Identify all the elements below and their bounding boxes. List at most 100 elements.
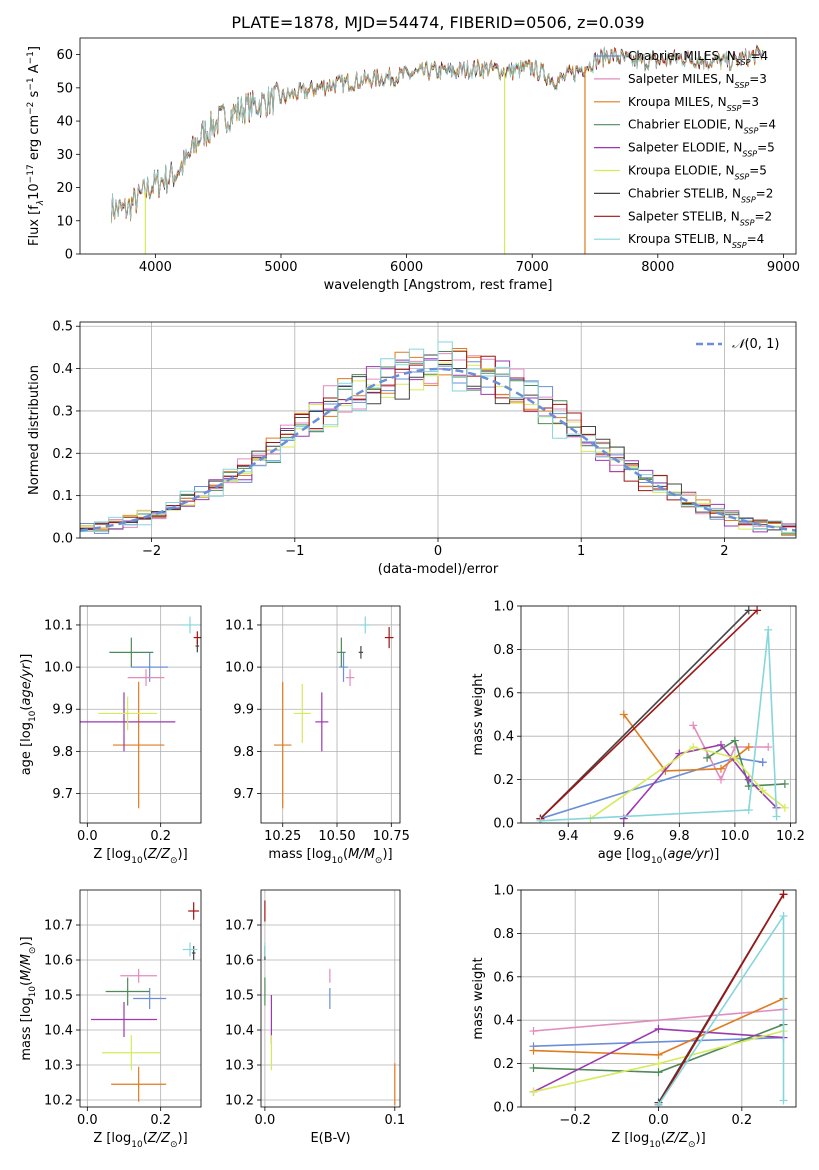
x-axis-label: Z [log10(Z/Z⊙)]	[93, 1131, 187, 1150]
x-axis-label: Z [log10(Z/Z⊙)]	[93, 847, 187, 866]
y-tick-label: 10.2	[225, 1094, 254, 1109]
weight-marker	[654, 1068, 663, 1077]
errorbar-point-chabrier-elodie	[337, 637, 346, 668]
y-tick-label: 9.8	[233, 745, 254, 760]
label-part: 10	[27, 183, 42, 200]
label-part: A	[27, 64, 42, 77]
weight-marker	[730, 753, 739, 762]
label-part: Z/Z	[665, 1131, 689, 1146]
errorbar-point-salpeter-stelib	[188, 902, 200, 920]
x-tick-label: 0.0	[255, 1113, 276, 1128]
weight-marker	[529, 1063, 538, 1072]
weight-marker	[619, 710, 628, 719]
label-part: age [log	[19, 722, 34, 775]
weight-marker	[779, 890, 788, 899]
label-part: (	[662, 847, 667, 862]
y-tick-label: 0.2	[493, 1057, 514, 1072]
y-tick-label: 10.4	[225, 1024, 254, 1039]
x-tick-label: 9.4	[558, 829, 579, 844]
label-part: ⊙	[170, 1140, 178, 1150]
label-part: (	[143, 847, 148, 862]
errorbar-point-kroupa-miles	[274, 681, 292, 809]
y-axis-label: mass weight	[471, 673, 486, 755]
legend-subscript: SSP	[740, 218, 755, 227]
x-tick-label: 10.0	[720, 829, 749, 844]
label-part: 10	[651, 856, 663, 866]
age-vs-Z-points	[80, 616, 201, 809]
label-part: )]	[696, 1131, 706, 1146]
gaussian-reference-curve	[80, 367, 796, 532]
legend-nssp: =4	[750, 49, 768, 63]
spectrum-line-salpeter-stelib	[111, 46, 764, 220]
label-part: Z/Z	[147, 847, 171, 862]
weight-line-salpeter-stelib	[657, 893, 785, 1106]
axes-frame	[79, 37, 797, 255]
axes-mass-weight-vs-Z: −0.2 0.0 0.2 0.0 0.2 0.4 0.6 0.8 1.0 Z [log10(Z/Z…	[471, 884, 797, 1150]
age-vs-mass-points	[274, 616, 394, 809]
legend-entry: Chabrier ELODIE, NSSP=4	[628, 118, 776, 136]
x-tick-label: 8000	[641, 260, 674, 275]
mass-weight-vs-Z-series	[529, 890, 788, 1107]
label-part: wavelength [Angstrom, rest frame]	[324, 278, 553, 293]
weight-marker	[780, 803, 789, 812]
errorbar-point-kroupa-elodie	[293, 683, 311, 743]
weight-marker	[744, 743, 753, 752]
label-part: Z [log	[611, 1131, 649, 1146]
y-tick-label: 10.1	[44, 618, 73, 633]
errorbar-point-chabrier-elodie	[109, 637, 154, 668]
y-tick-label: 0.2	[493, 773, 514, 788]
y-tick-label: 50	[56, 81, 73, 96]
weight-line-chabrier-miles	[540, 757, 763, 820]
x-tick-label: 0.1	[384, 1113, 405, 1128]
weight-marker	[654, 1050, 663, 1059]
y-tick-label: 0.4	[493, 1014, 514, 1029]
label-part: ⊙	[375, 856, 383, 866]
spectrum-line-kroupa-stelib	[111, 47, 765, 223]
y-tick-label: 60	[56, 48, 73, 63]
x-axis-label: Z [log10(Z/Z⊙)]	[611, 1131, 705, 1150]
y-axis-label: age [log10(age/yr)]	[19, 654, 38, 776]
y-tick-label: 0.6	[493, 686, 514, 701]
axes-age-vs-mass: 10.25 10.50 10.75 9.7 9.8 9.9 10.0 10.1 mass [lo…	[225, 605, 410, 866]
y-tick-label: 0.8	[493, 643, 514, 658]
label-part: )]	[382, 847, 392, 862]
errorbar-point-chabrier-stelib	[191, 946, 196, 960]
errorbar-point-salpeter-stelib	[193, 631, 201, 644]
x-tick-label: −2	[142, 544, 161, 559]
label-part: )]	[709, 847, 719, 862]
y-tick-label: 9.9	[233, 703, 254, 718]
legend-entry: Chabrier STELIB, NSSP=2	[628, 186, 773, 204]
legend-entry: Salpeter ELODIE, NSSP=5	[628, 141, 775, 159]
label-part: )]	[178, 847, 188, 862]
weight-marker	[717, 740, 725, 749]
weight-marker	[744, 805, 753, 814]
weight-marker	[717, 764, 725, 773]
weight-marker	[744, 606, 753, 615]
legend-model-name: Chabrier ELODIE, N	[628, 118, 744, 132]
y-tick-label: 10.6	[225, 954, 254, 969]
legend-model-name: Kroupa MILES, N	[628, 95, 727, 109]
y-axis-label: Flux [fλ10−17 erg cm−2 s−1 A−1]	[26, 46, 46, 246]
errorbar-point-salpeter-stelib	[384, 627, 394, 649]
weight-marker	[758, 786, 767, 795]
label-part: E(B-V)	[310, 1131, 350, 1146]
x-axis-label: mass [log10(M/M⊙)]	[268, 847, 392, 866]
axes-frame	[520, 889, 797, 1108]
label-part: λ	[36, 200, 46, 206]
histogram-series-group	[80, 341, 796, 538]
y-tick-label: 0.0	[493, 1101, 514, 1116]
label-part: 10	[28, 710, 38, 722]
errorbar-point-kroupa-stelib	[182, 942, 198, 957]
x-tick-label: 2	[720, 544, 728, 559]
label-part: Z [log	[93, 1131, 131, 1146]
label-part: Flux [f	[27, 205, 42, 246]
y-tick-label: 9.7	[52, 787, 73, 802]
weight-marker	[780, 779, 789, 788]
errorbar-point-salpeter-miles	[345, 669, 355, 687]
label-part: (	[143, 1131, 148, 1146]
label-part: age/yr	[19, 662, 34, 705]
y-tick-label: 0.2	[52, 447, 73, 462]
label-part: erg cm	[27, 115, 42, 164]
weight-marker	[654, 1059, 663, 1068]
